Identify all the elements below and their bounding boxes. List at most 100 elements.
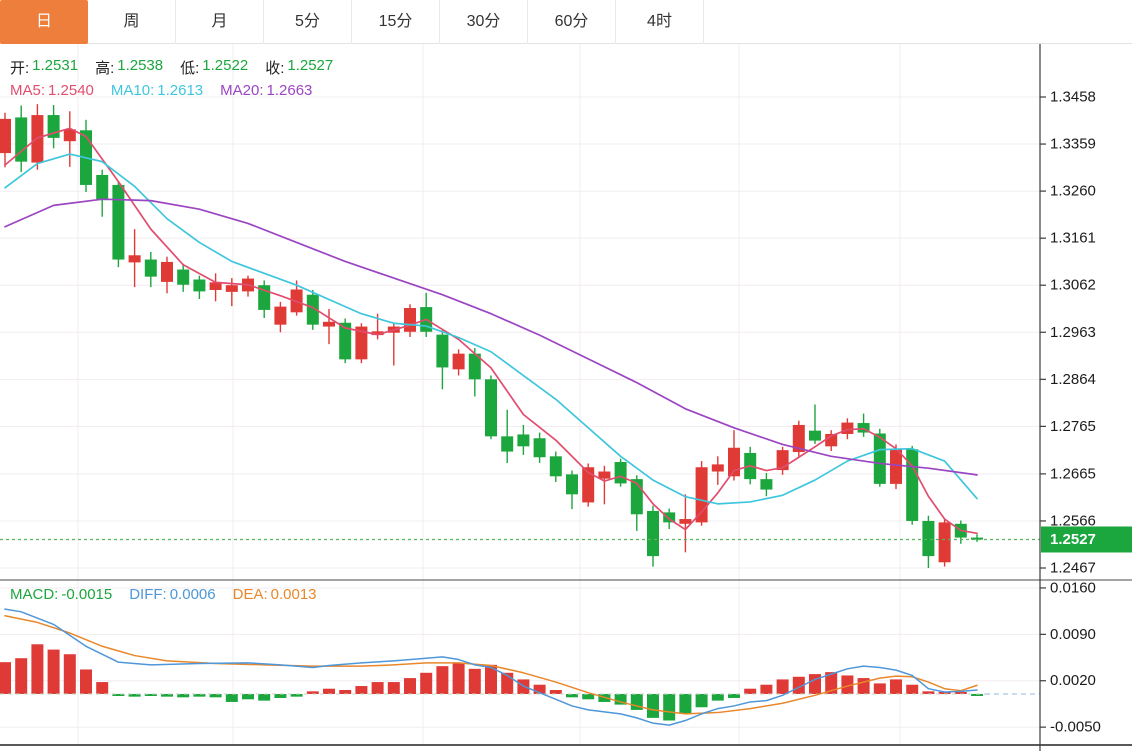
candle-body — [306, 294, 319, 325]
high-label: 高: — [95, 60, 115, 77]
macd-bar — [873, 683, 886, 694]
close-label: 收: — [265, 60, 285, 77]
macd-bar — [647, 694, 659, 718]
ma5-label: MA5: — [10, 82, 46, 99]
macd-bar — [63, 654, 76, 694]
macd-tick-label: -0.0050 — [1050, 719, 1101, 736]
price-tick-label: 1.2765 — [1050, 418, 1096, 435]
macd-bar — [274, 694, 287, 698]
candle-body — [582, 467, 595, 503]
chart-canvas[interactable]: 1.3458 1.3359 1.3260 1.3161 1.3062 1.2963 1.28… — [0, 44, 1132, 751]
diff-readout: DIFF: 0.0006 — [129, 586, 215, 603]
macd-bar — [80, 669, 92, 694]
ohlc-legend: 开: 1.2531 高: 1.2538 低: 1.2522 收: 1.2527 — [10, 57, 333, 78]
macd-label: MACD: — [10, 586, 59, 603]
macd-bar — [323, 688, 335, 694]
macd-bar — [404, 678, 416, 694]
candle-body — [323, 321, 335, 327]
candle-body — [501, 436, 514, 452]
candle-body — [63, 129, 76, 142]
candle-body — [404, 308, 416, 332]
candle-body — [225, 285, 238, 292]
tab-week[interactable]: 周 — [88, 0, 176, 44]
open-value: 1.2531 — [32, 57, 79, 74]
candle-body — [339, 322, 352, 360]
tab-60min[interactable]: 60分 — [528, 0, 616, 44]
macd-bar — [922, 691, 935, 694]
ma20-label: MA20: — [220, 82, 264, 99]
dea-value: 0.0013 — [270, 586, 317, 603]
candle-body — [177, 269, 190, 285]
tab-4hour[interactable]: 4时 — [616, 0, 704, 44]
dea-label: DEA: — [232, 586, 268, 603]
ma10-value: 1.2613 — [157, 82, 204, 99]
macd-bar — [258, 694, 271, 701]
price-tick-label: 1.3260 — [1050, 183, 1096, 200]
current-price-badge — [1041, 526, 1132, 553]
candle-body — [760, 479, 773, 490]
candle-body — [517, 434, 530, 447]
macd-bar — [533, 684, 546, 694]
macd-legend: MACD: -0.0015 DIFF: 0.0006 DEA: 0.0013 — [10, 586, 317, 603]
candle-body — [436, 334, 449, 368]
open-label: 开: — [10, 60, 30, 77]
price-tick-label: 1.3359 — [1050, 136, 1096, 153]
macd-bar — [0, 662, 11, 694]
ma10-readout: MA10: 1.2613 — [111, 82, 203, 99]
candle-body — [549, 456, 562, 477]
dea-readout: DEA: 0.0013 — [233, 586, 317, 603]
ma20-line — [4, 198, 978, 476]
macd-bar — [841, 675, 854, 694]
macd-bar — [242, 694, 254, 700]
candle-body — [695, 467, 708, 523]
low-value: 1.2522 — [202, 57, 249, 74]
tab-day[interactable]: 日 — [0, 0, 88, 44]
candle-body — [193, 279, 206, 292]
candle-body — [566, 474, 578, 495]
candle-body — [15, 117, 28, 162]
candle-body — [711, 464, 724, 472]
tab-15min[interactable]: 15分 — [352, 0, 440, 44]
tab-30min[interactable]: 30分 — [440, 0, 528, 44]
macd-bar — [760, 684, 773, 694]
macd-bar — [339, 690, 352, 694]
ma-legend: MA5: 1.2540 MA10: 1.2613 MA20: 1.2663 — [10, 82, 312, 99]
macd-tick-label: 0.0160 — [1050, 579, 1096, 596]
candle-body — [485, 379, 497, 437]
tab-month[interactable]: 月 — [176, 0, 264, 44]
close-readout: 收: 1.2527 — [265, 57, 333, 78]
ma20-readout: MA20: 1.2663 — [220, 82, 312, 99]
macd-bar — [128, 694, 141, 697]
price-tick-label: 1.3161 — [1050, 230, 1096, 247]
candle-body — [274, 306, 287, 325]
macd-bar — [728, 694, 740, 698]
candle-body — [452, 353, 465, 370]
ma5-value: 1.2540 — [48, 82, 94, 99]
dea-line — [4, 615, 978, 715]
high-value: 1.2538 — [117, 57, 164, 74]
macd-bar — [420, 672, 433, 694]
macd-bar — [890, 679, 902, 694]
candle-body — [209, 282, 222, 290]
candle-body — [128, 255, 141, 263]
macd-bar — [290, 694, 303, 697]
macd-bar — [825, 672, 838, 694]
diff-label: DIFF: — [129, 586, 167, 603]
bottom-axis-partial-label: 123.9610 — [1050, 750, 1113, 751]
macd-bar — [776, 679, 789, 694]
macd-bar — [387, 682, 400, 694]
macd-bar — [744, 688, 757, 694]
close-value: 1.2527 — [287, 57, 334, 74]
macd-bar — [938, 692, 951, 694]
price-tick-label: 1.2864 — [1050, 371, 1096, 388]
current-price-badge-value: 1.2527 — [1050, 531, 1096, 548]
macd-bar — [468, 668, 481, 694]
tab-5min[interactable]: 5分 — [264, 0, 352, 44]
candle-body — [144, 259, 157, 277]
macd-bar — [906, 684, 919, 694]
ma10-label: MA10: — [110, 82, 155, 99]
diff-value: 0.0006 — [169, 586, 216, 603]
candle-body — [922, 520, 935, 557]
macd-bar — [549, 690, 562, 694]
macd-bar — [193, 694, 206, 697]
